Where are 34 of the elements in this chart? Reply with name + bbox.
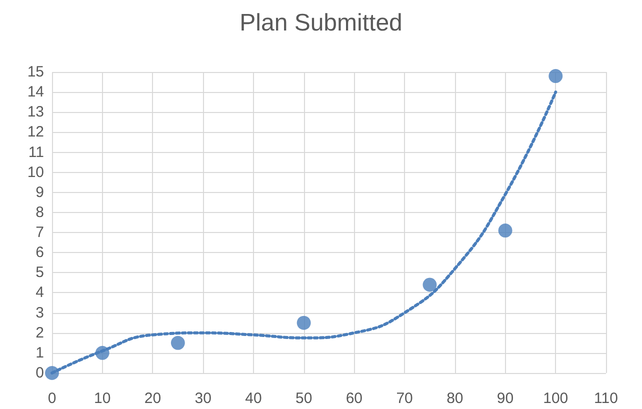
- y-tick-label: 2: [36, 324, 44, 342]
- y-tick-label: 13: [27, 104, 44, 121]
- y-tick-label: 4: [36, 284, 44, 302]
- chart-title: Plan Submitted: [240, 10, 402, 36]
- point: [296, 316, 311, 330]
- x-tick-label: 60: [346, 390, 363, 407]
- y-tick-label: 7: [36, 224, 44, 242]
- y-tick-label: 11: [28, 144, 44, 161]
- y-tick-label: 0: [36, 364, 44, 382]
- y-tick-label: 6: [36, 244, 44, 262]
- x-tick-label: 0: [48, 390, 56, 407]
- y-tick-label: 3: [36, 304, 44, 322]
- y-tick-label: 15: [27, 64, 44, 80]
- x-tick-label: 40: [245, 390, 262, 407]
- x-tick-label: 10: [94, 390, 111, 407]
- y-tick-label: 1: [36, 344, 44, 362]
- y-tick-label: 8: [36, 204, 44, 221]
- x-tick-label: 90: [496, 390, 514, 407]
- y-tick-label: 9: [36, 184, 44, 201]
- y-tick-label: 5: [36, 264, 44, 282]
- y-tick-label: 14: [27, 84, 44, 101]
- x-tick-label: 80: [446, 390, 464, 407]
- x-tick-label: 100: [543, 390, 568, 407]
- x-tick-label: 70: [396, 390, 413, 407]
- x-tick-label: 50: [295, 390, 312, 407]
- point: [422, 278, 437, 292]
- x-tick-label: 110: [594, 390, 618, 407]
- y-tick-label: 12: [27, 124, 44, 141]
- point: [170, 336, 185, 350]
- x-tick-label: 20: [144, 390, 162, 407]
- point: [548, 69, 563, 84]
- y-tick-label: 10: [27, 164, 44, 181]
- point: [498, 224, 512, 238]
- x-tick-label: 30: [194, 390, 212, 407]
